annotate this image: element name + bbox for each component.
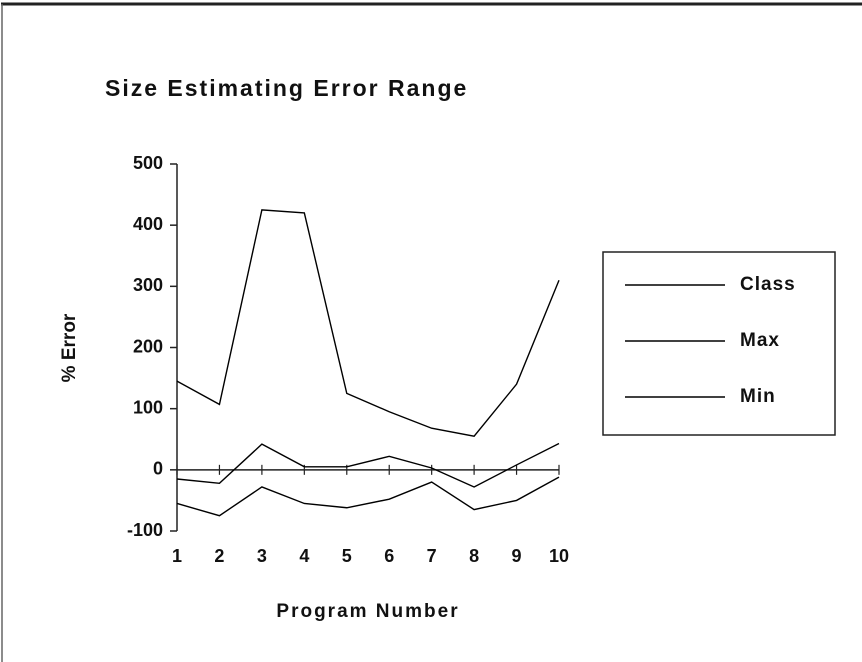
series-line — [176, 442, 560, 488]
y-tick-label: 0 — [153, 459, 163, 479]
series-line — [176, 476, 560, 517]
chart-title: Size Estimating Error Range — [105, 75, 468, 101]
y-tick-label: 200 — [133, 336, 163, 356]
y-tick-label: 300 — [133, 275, 163, 295]
series-line — [176, 209, 560, 437]
legend-box — [602, 251, 836, 436]
y-tick-label: 400 — [133, 214, 163, 234]
x-tick-label: 1 — [172, 546, 182, 566]
y-axis-label: % Error — [59, 313, 80, 382]
x-tick-label: 4 — [299, 546, 309, 566]
y-tick-label: 500 — [133, 153, 163, 173]
x-tick-label: 6 — [384, 546, 394, 566]
x-tick-label: 3 — [257, 546, 267, 566]
x-tick-label: 5 — [342, 546, 352, 566]
x-tick-label: 10 — [549, 546, 569, 566]
legend-label: Min — [740, 386, 776, 407]
x-axis-label: Program Number — [276, 601, 459, 622]
x-tick-label: 2 — [214, 546, 224, 566]
y-tick-label: 100 — [133, 397, 163, 417]
x-tick-label: 7 — [427, 546, 437, 566]
x-tick-label: 8 — [469, 546, 479, 566]
x-tick-label: 9 — [512, 546, 522, 566]
legend-label: Class — [740, 274, 796, 295]
y-tick-label: -100 — [127, 520, 163, 540]
legend-label: Max — [740, 330, 780, 351]
